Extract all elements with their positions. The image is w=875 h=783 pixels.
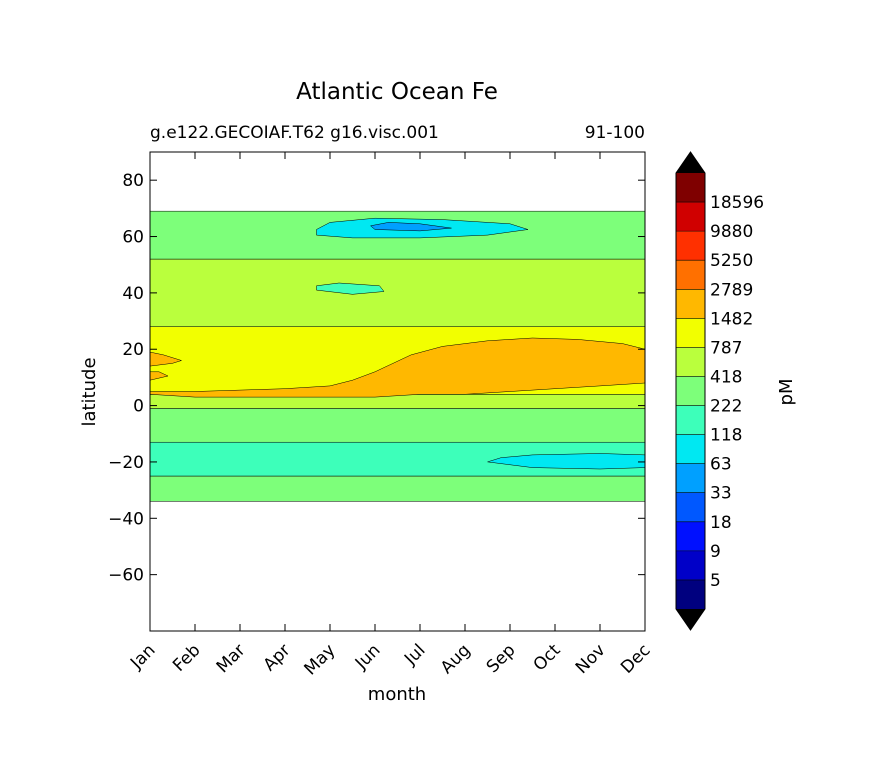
colorbar-tick-label: 222 xyxy=(710,397,742,417)
x-tick-label: Jan xyxy=(126,640,159,673)
colorbar-segment xyxy=(676,260,705,290)
colorbar-segment xyxy=(676,579,705,609)
chart-subtitle-left: g.e122.GECOIAF.T62 g16.visc.001 xyxy=(150,123,439,143)
y-axis: 80 60 40 20 0 −20 −40 −60 xyxy=(108,171,645,586)
y-tick-label: 40 xyxy=(122,284,144,304)
chart-title: Atlantic Ocean Fe xyxy=(296,79,498,105)
contour-band xyxy=(150,475,645,502)
y-tick-label: 0 xyxy=(133,397,144,417)
colorbar-tick-label: 9 xyxy=(710,542,721,562)
colorbar-tick-label: 18 xyxy=(710,513,732,533)
colorbar-segment xyxy=(676,434,705,464)
y-tick-label: −40 xyxy=(108,509,144,529)
x-tick-label: Mar xyxy=(213,640,250,677)
colorbar-label: pM xyxy=(776,379,797,406)
x-axis-label: month xyxy=(368,684,426,705)
contour-feature xyxy=(150,337,645,398)
y-tick-label: 80 xyxy=(122,171,144,191)
y-tick-label: −20 xyxy=(108,453,144,473)
chart-subtitle-right: 91-100 xyxy=(585,123,645,143)
colorbar: 5 9 18 33 63 118 222 418 787 1482 2789 5250 9880 1859… xyxy=(675,151,764,631)
x-tick-label: Oct xyxy=(530,640,565,675)
colorbar-tick-label: 5250 xyxy=(710,251,753,271)
contour-feature xyxy=(369,222,452,232)
colorbar-tick-label: 18596 xyxy=(710,193,764,213)
y-tick-label: 20 xyxy=(122,340,144,360)
x-tick-label: Sep xyxy=(483,640,520,677)
y-axis-label: latitude xyxy=(79,357,100,426)
y-tick-label: −60 xyxy=(108,566,144,586)
contour-band xyxy=(150,258,645,327)
colorbar-tick-label: 63 xyxy=(710,455,732,475)
contour-feature xyxy=(150,371,169,381)
plot-area xyxy=(150,152,645,631)
x-tick-label: Nov xyxy=(572,640,610,678)
colorbar-tick-label: 1482 xyxy=(710,309,753,329)
x-tick-label: Feb xyxy=(169,640,204,675)
colorbar-tick-label: 2789 xyxy=(710,280,753,300)
contour-band xyxy=(150,408,645,443)
colorbar-segment xyxy=(676,405,705,435)
colorbar-segment xyxy=(676,289,705,319)
contour-features xyxy=(150,217,645,470)
contour-bands xyxy=(150,210,645,502)
y-tick-label: 60 xyxy=(122,228,144,248)
x-tick-label: Apr xyxy=(260,640,295,675)
colorbar-segment xyxy=(676,550,705,580)
colorbar-segment xyxy=(676,521,705,551)
x-tick-label: Jun xyxy=(351,640,385,674)
plot-frame xyxy=(149,151,646,632)
contour-feature xyxy=(487,453,645,470)
colorbar-tick-label: 418 xyxy=(710,367,742,387)
colorbar-tick-label: 118 xyxy=(710,426,742,446)
x-tick-label: May xyxy=(301,640,340,679)
colorbar-extend-high xyxy=(676,152,705,173)
colorbar-segment xyxy=(676,492,705,522)
colorbar-tick-label: 9880 xyxy=(710,222,753,242)
x-tick-label: Aug xyxy=(437,640,475,678)
colorbar-tick-label: 5 xyxy=(710,571,721,591)
colorbar-extend-low xyxy=(676,609,705,630)
colorbar-segment xyxy=(676,173,705,203)
colorbar-segment xyxy=(676,318,705,348)
colorbar-segment xyxy=(676,347,705,377)
colorbar-tick-label: 787 xyxy=(710,338,742,358)
x-tick-label: Jul xyxy=(400,640,429,669)
colorbar-segment xyxy=(676,231,705,261)
x-tick-label: Dec xyxy=(617,640,654,677)
contour-feature xyxy=(150,351,183,367)
colorbar-outline xyxy=(675,151,706,631)
colorbar-segment xyxy=(676,463,705,493)
contour-feature xyxy=(316,282,385,295)
colorbar-segment xyxy=(676,202,705,232)
colorbar-segment xyxy=(676,376,705,406)
colorbar-tick-label: 33 xyxy=(710,484,732,504)
